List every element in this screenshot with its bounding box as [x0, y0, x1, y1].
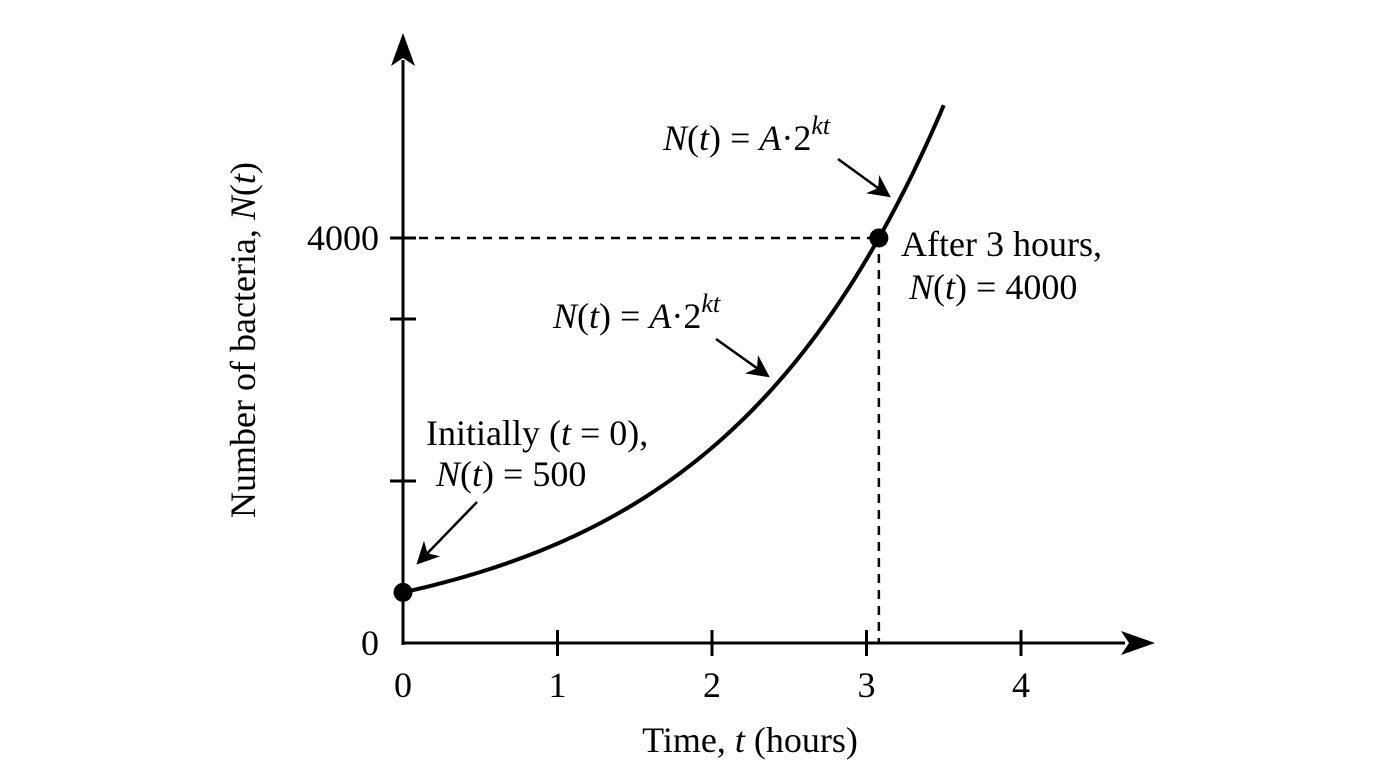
- y-axis-arrowhead: [391, 33, 415, 66]
- top-formula-arrow: [837, 157, 891, 198]
- x-ticks: 0 1 2 3 4: [394, 630, 1030, 705]
- after-annotation-line1: After 3 hours,: [901, 224, 1102, 264]
- data-point: [869, 228, 889, 248]
- x-tick-label: 0: [394, 665, 412, 705]
- dashed-guides: [403, 236, 881, 643]
- growth-curve: [402, 104, 946, 595]
- y-ticks: 0 4000: [307, 218, 416, 663]
- x-tick-label: 3: [858, 665, 876, 705]
- x-tick-label: 4: [1012, 665, 1030, 705]
- x-tick-label: 1: [549, 665, 567, 705]
- initial-annotation-line1: Initially (t = 0),: [426, 413, 648, 453]
- y-tick-label: 4000: [307, 218, 379, 258]
- marked-points: [393, 228, 889, 602]
- after-annotation-line2: N(t) = 4000: [908, 267, 1077, 307]
- initial-annotation-line2: N(t) = 500: [435, 454, 586, 494]
- top-formula-label: N(t) = A·2kt: [662, 111, 831, 158]
- initial-annotation-arrow: [416, 501, 478, 565]
- x-axis-arrowhead: [1121, 631, 1155, 655]
- x-tick-label: 2: [703, 665, 721, 705]
- data-point: [393, 582, 413, 602]
- x-axis-label: Time, t (hours): [642, 720, 858, 760]
- curve-formula-label: N(t) = A·2kt: [552, 289, 721, 336]
- y-tick-label: 0: [361, 623, 379, 663]
- y-axis-label: Number of bacteria, N(t): [223, 162, 263, 518]
- curve-formula-arrow: [715, 337, 770, 378]
